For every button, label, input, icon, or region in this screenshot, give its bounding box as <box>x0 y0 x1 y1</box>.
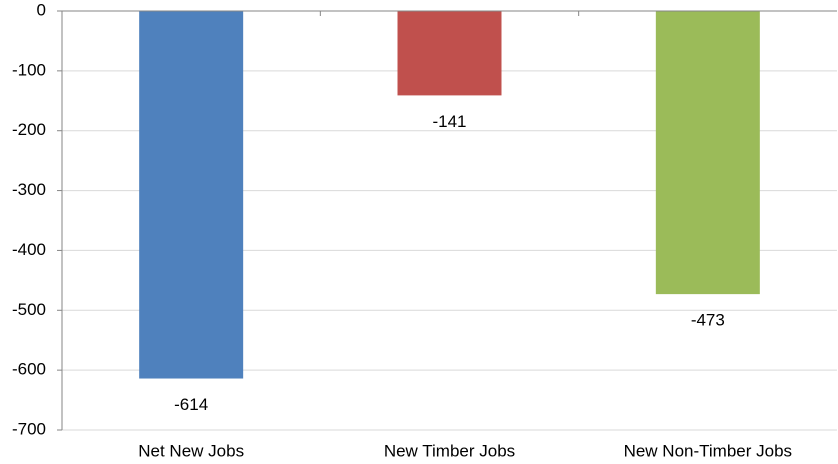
y-tick-label: -200 <box>12 120 46 139</box>
y-tick-label: -500 <box>12 300 46 319</box>
x-tick-label: Net New Jobs <box>138 441 244 460</box>
bar <box>655 11 760 295</box>
data-label: -141 <box>432 112 466 131</box>
y-tick-label: 0 <box>37 0 46 19</box>
data-label: -614 <box>174 395 208 414</box>
bar <box>397 11 502 96</box>
x-tick-label: New Non-Timber Jobs <box>624 441 792 460</box>
x-tick-label: New Timber Jobs <box>384 441 515 460</box>
y-tick-label: -100 <box>12 60 46 79</box>
data-label: -473 <box>691 311 725 330</box>
bar <box>139 11 244 379</box>
y-tick-label: -400 <box>12 240 46 259</box>
y-tick-label: -700 <box>12 419 46 438</box>
y-tick-label: -300 <box>12 180 46 199</box>
y-tick-label: -600 <box>12 360 46 379</box>
